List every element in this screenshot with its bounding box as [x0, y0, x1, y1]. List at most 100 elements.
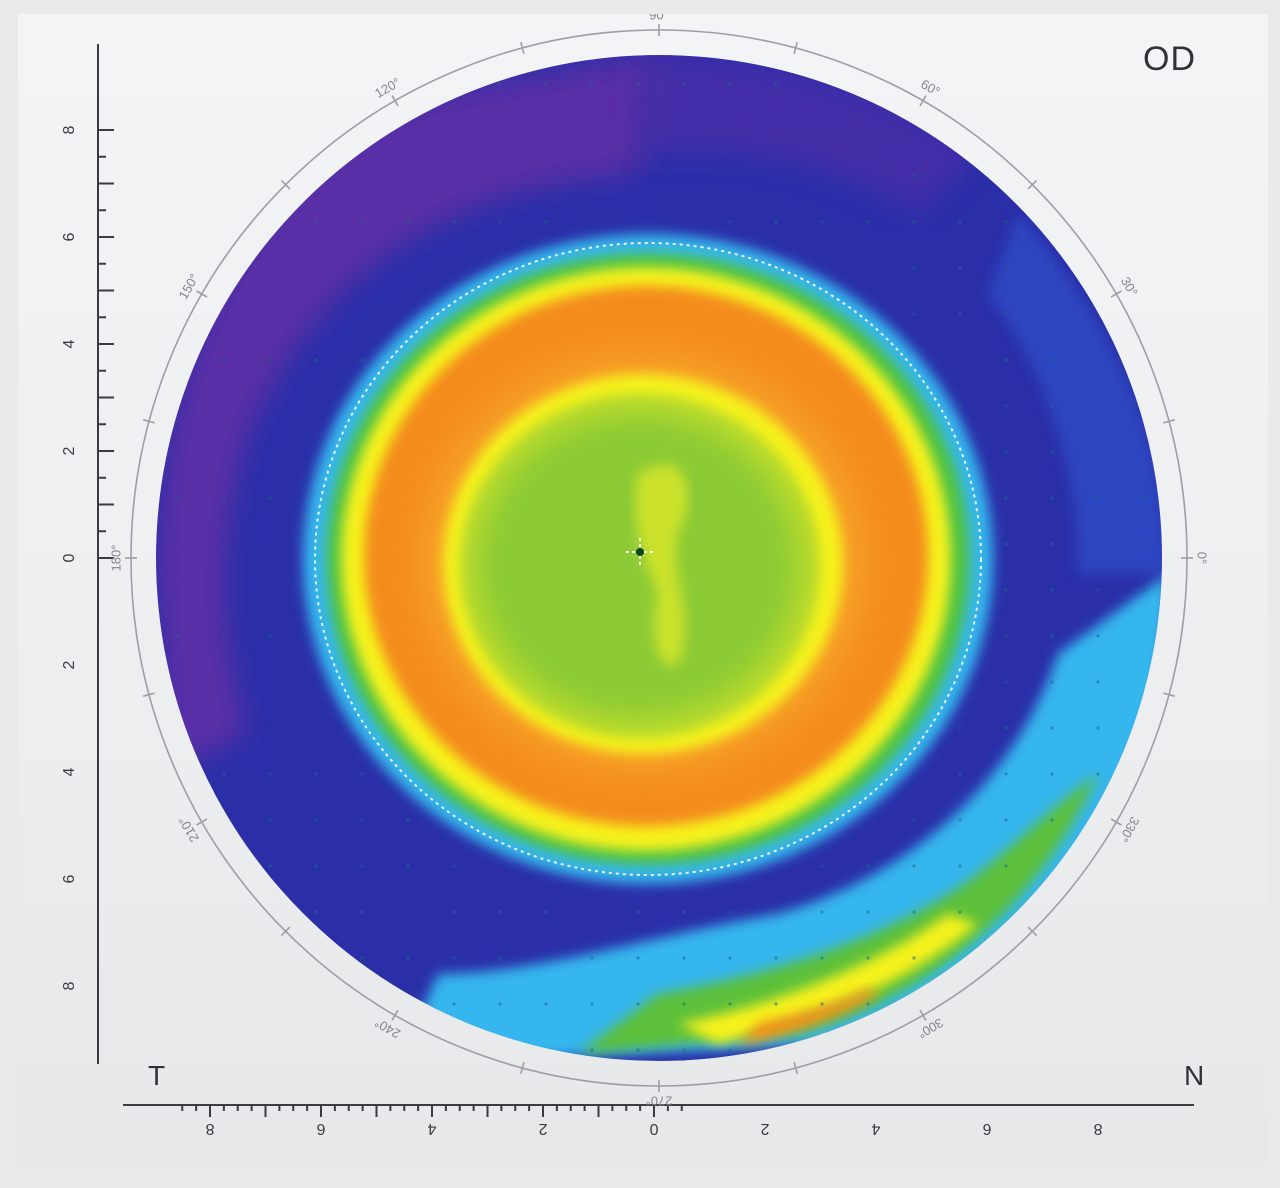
- sample-dot: [774, 956, 778, 960]
- sample-dot: [222, 634, 226, 638]
- sample-dot: [866, 220, 870, 224]
- sample-dot: [682, 956, 686, 960]
- sample-dot: [820, 910, 824, 914]
- map-dashed-boundary: [314, 242, 982, 876]
- sample-dot: [1004, 496, 1008, 500]
- sample-dot: [222, 496, 226, 500]
- sample-dot: [912, 220, 916, 224]
- sample-dot: [544, 910, 548, 914]
- pupil-center-marker: [626, 538, 654, 566]
- sample-dot: [1050, 542, 1054, 546]
- sample-dot: [866, 910, 870, 914]
- angle-tick: [520, 41, 525, 54]
- sample-dot: [728, 956, 732, 960]
- sample-dot: [1050, 358, 1054, 362]
- sample-dot: [1142, 542, 1146, 546]
- angle-tick: [919, 95, 927, 107]
- sample-dot: [774, 220, 778, 224]
- y-axis-ticks: 8 6 4 2 0 2 4 6 8: [61, 125, 114, 990]
- y-axis-tick-label: 4: [61, 339, 78, 348]
- sample-dot: [636, 82, 640, 86]
- elevation-color-map: [156, 55, 1162, 1061]
- map-center-green: [478, 414, 798, 718]
- sample-dot: [958, 772, 962, 776]
- sample-dot: [1050, 726, 1054, 730]
- sample-dot: [452, 956, 456, 960]
- y-axis-tick-label: 2: [61, 660, 78, 669]
- sample-dot: [268, 634, 272, 638]
- y-axis-tick-label: 6: [61, 232, 78, 241]
- sample-dot: [314, 772, 318, 776]
- angle-tick: [1027, 926, 1038, 937]
- sample-dot: [1050, 404, 1054, 408]
- sample-dot: [1004, 404, 1008, 408]
- sample-dot: [590, 82, 594, 86]
- sample-dot: [958, 910, 962, 914]
- sample-dot: [222, 818, 226, 822]
- sample-dot: [1004, 220, 1008, 224]
- sample-dot: [1096, 404, 1100, 408]
- sample-dot: [636, 910, 640, 914]
- sample-dot: [912, 266, 916, 270]
- sample-dot: [1050, 312, 1054, 316]
- sample-dot: [1004, 680, 1008, 684]
- sample-dot: [958, 726, 962, 730]
- sample-dot: [1050, 266, 1054, 270]
- sample-dot: [728, 1002, 732, 1006]
- sample-dot: [682, 1048, 686, 1052]
- angle-tick: [1110, 818, 1122, 826]
- y-axis-tick-label: 8: [61, 981, 78, 990]
- sample-dot: [1004, 772, 1008, 776]
- sample-dot: [314, 910, 318, 914]
- sample-dot: [314, 818, 318, 822]
- sample-dot: [866, 864, 870, 868]
- sample-dot: [544, 82, 548, 86]
- sample-dot: [406, 220, 410, 224]
- sample-dot: [866, 1002, 870, 1006]
- sample-dot: [406, 864, 410, 868]
- sample-dot: [268, 496, 272, 500]
- sample-dot: [682, 910, 686, 914]
- sample-dot: [176, 496, 180, 500]
- sample-dot: [1142, 588, 1146, 592]
- angle-tick: [391, 95, 399, 107]
- sample-dot: [1004, 864, 1008, 868]
- sample-dot: [452, 1002, 456, 1006]
- angle-ticks: [125, 24, 1193, 1092]
- sample-dot: [958, 818, 962, 822]
- sample-dot: [544, 1002, 548, 1006]
- map-region-orange-inferior: [738, 989, 878, 1046]
- sample-dot: [268, 772, 272, 776]
- sample-dot: [222, 772, 226, 776]
- x-axis-tick-label: 6: [316, 1120, 325, 1137]
- eye-label: OD: [1143, 40, 1196, 78]
- sample-dot: [1096, 726, 1100, 730]
- angle-tick: [196, 290, 208, 298]
- angle-tick: [391, 1009, 399, 1021]
- sample-dot: [636, 956, 640, 960]
- angle-tick: [1163, 419, 1176, 424]
- angle-tick: [520, 1062, 525, 1075]
- map-region-cyan-inferior: [398, 574, 1162, 1061]
- x-axis-tick-label: 0: [649, 1120, 658, 1137]
- sample-dot: [728, 1048, 732, 1052]
- sample-dot: [1004, 266, 1008, 270]
- sample-dot: [912, 312, 916, 316]
- sample-dot: [958, 312, 962, 316]
- sample-dot: [1142, 496, 1146, 500]
- angle-label: 240°: [372, 1015, 403, 1041]
- sample-dot: [728, 220, 732, 224]
- angle-label: 330°: [1116, 814, 1142, 845]
- sample-dot: [958, 864, 962, 868]
- angle-tick: [793, 1062, 798, 1075]
- x-axis-tick-label: 8: [1093, 1120, 1102, 1137]
- sample-dot: [498, 956, 502, 960]
- sample-dot: [360, 864, 364, 868]
- angle-tick: [196, 818, 208, 826]
- sample-dot: [1050, 496, 1054, 500]
- sample-dot: [958, 358, 962, 362]
- sample-dot: [1004, 312, 1008, 316]
- sample-dot: [820, 864, 824, 868]
- sample-dot: [498, 1002, 502, 1006]
- y-axis-tick-label: 4: [61, 767, 78, 776]
